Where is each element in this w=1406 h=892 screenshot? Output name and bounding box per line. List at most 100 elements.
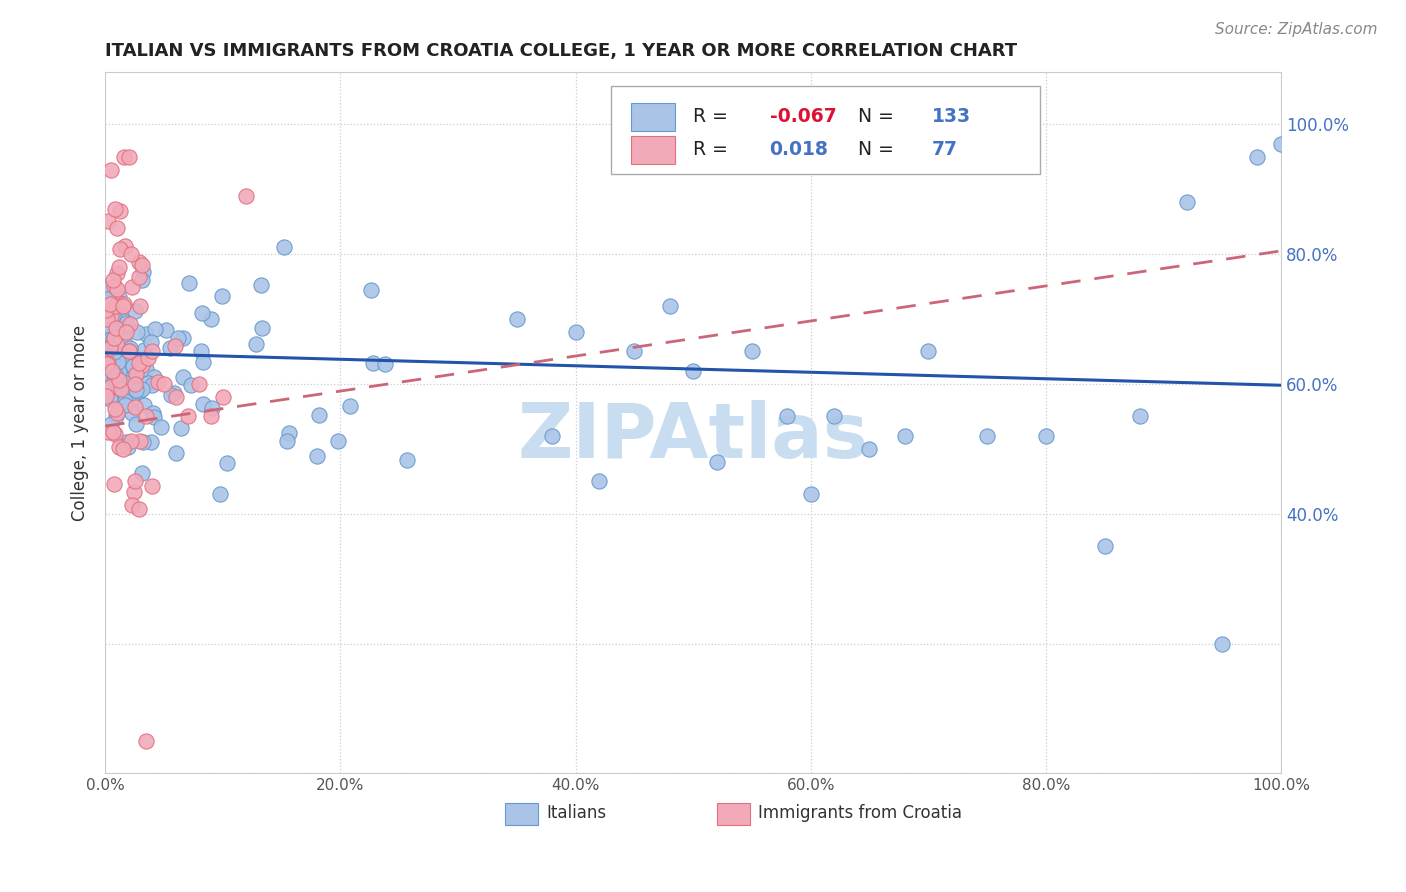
Point <box>111 299 134 313</box>
Point <box>108 373 131 387</box>
Point <box>118 344 141 359</box>
Point <box>112 362 135 376</box>
Point <box>132 265 155 279</box>
Point <box>103 331 125 345</box>
Point <box>114 383 136 397</box>
Point <box>128 434 150 449</box>
Point <box>101 365 124 379</box>
Point <box>112 334 135 348</box>
Text: Italians: Italians <box>546 805 606 822</box>
Point <box>121 280 143 294</box>
Point <box>120 317 142 331</box>
Point <box>131 467 153 481</box>
Point <box>135 409 157 424</box>
Point <box>101 309 124 323</box>
Text: ITALIAN VS IMMIGRANTS FROM CROATIA COLLEGE, 1 YEAR OR MORE CORRELATION CHART: ITALIAN VS IMMIGRANTS FROM CROATIA COLLE… <box>105 42 1018 60</box>
Point <box>125 326 148 340</box>
Point <box>117 348 139 362</box>
Text: ZIPAtlas: ZIPAtlas <box>517 400 869 474</box>
Point <box>153 376 176 391</box>
Point <box>103 373 125 387</box>
Point <box>142 406 165 420</box>
Point <box>131 273 153 287</box>
Point <box>128 254 150 268</box>
Point <box>177 276 200 290</box>
Point <box>132 435 155 450</box>
Point <box>1035 429 1057 443</box>
Point <box>101 425 124 439</box>
Point <box>208 487 231 501</box>
Point <box>165 390 187 404</box>
Point <box>136 351 159 365</box>
Point <box>129 299 152 313</box>
Point <box>541 429 564 443</box>
Point <box>105 266 128 280</box>
Point <box>135 361 157 376</box>
Point <box>112 297 135 311</box>
Point <box>1094 539 1116 553</box>
Point <box>108 204 131 219</box>
Text: Immigrants from Croatia: Immigrants from Croatia <box>758 805 962 822</box>
Point <box>96 356 118 370</box>
Point <box>100 339 122 353</box>
Point <box>97 214 120 228</box>
Point <box>100 309 122 323</box>
Point <box>163 339 186 353</box>
Point <box>105 369 128 384</box>
Point <box>211 289 233 303</box>
Point <box>108 296 131 310</box>
Point <box>360 283 382 297</box>
Point <box>273 240 295 254</box>
Point <box>155 322 177 336</box>
Point <box>103 477 125 491</box>
Point <box>103 279 125 293</box>
Text: -0.067: -0.067 <box>769 107 837 126</box>
Point <box>235 189 257 203</box>
Point <box>361 356 384 370</box>
FancyBboxPatch shape <box>631 103 675 130</box>
Point <box>245 337 267 351</box>
Point <box>96 318 118 332</box>
Point <box>120 434 142 448</box>
Point <box>100 318 122 333</box>
Point <box>108 290 131 304</box>
Point <box>97 425 120 439</box>
Point <box>136 376 159 391</box>
Point <box>98 304 121 318</box>
Text: Source: ZipAtlas.com: Source: ZipAtlas.com <box>1215 22 1378 37</box>
Point <box>706 455 728 469</box>
Point <box>96 389 118 403</box>
Point <box>105 221 128 235</box>
Point <box>101 364 124 378</box>
Point <box>105 327 128 342</box>
Point <box>215 457 238 471</box>
Point <box>97 281 120 295</box>
Point <box>823 409 845 424</box>
Point <box>276 434 298 449</box>
Point <box>374 357 396 371</box>
Point <box>121 359 143 373</box>
Point <box>114 317 136 331</box>
Point <box>191 306 214 320</box>
Point <box>101 354 124 368</box>
Point <box>105 333 128 347</box>
Point <box>117 440 139 454</box>
Point <box>108 260 131 274</box>
Point <box>125 383 148 397</box>
Point <box>100 332 122 346</box>
Point <box>100 162 122 177</box>
Point <box>305 449 328 463</box>
Point <box>132 343 155 358</box>
Point <box>125 417 148 431</box>
Point <box>588 475 610 489</box>
Point <box>104 427 127 442</box>
Text: N =: N = <box>858 140 900 159</box>
Point <box>190 344 212 359</box>
Point <box>124 485 146 500</box>
Point <box>105 321 128 335</box>
Point <box>120 341 142 355</box>
FancyBboxPatch shape <box>631 136 675 163</box>
Point <box>125 354 148 368</box>
Point <box>1270 136 1292 151</box>
Point <box>96 311 118 326</box>
